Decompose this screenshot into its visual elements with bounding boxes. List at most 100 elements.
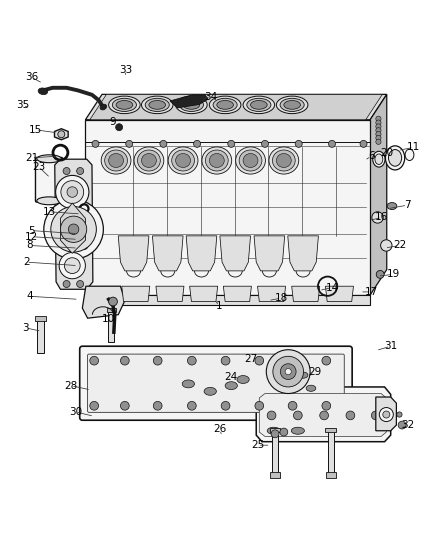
Ellipse shape	[298, 372, 308, 378]
Ellipse shape	[405, 149, 414, 160]
Polygon shape	[152, 236, 183, 271]
Circle shape	[381, 240, 392, 251]
Circle shape	[376, 132, 381, 137]
Circle shape	[376, 128, 381, 133]
Ellipse shape	[239, 150, 262, 171]
Circle shape	[63, 167, 70, 174]
Ellipse shape	[306, 385, 316, 391]
Text: 14: 14	[325, 282, 339, 293]
Polygon shape	[85, 94, 387, 120]
Circle shape	[81, 217, 88, 224]
Circle shape	[153, 356, 162, 365]
FancyBboxPatch shape	[35, 157, 63, 202]
Circle shape	[90, 401, 99, 410]
Circle shape	[120, 356, 129, 365]
Circle shape	[371, 411, 380, 420]
Text: 19: 19	[387, 269, 400, 279]
Text: 32: 32	[402, 420, 415, 430]
Text: 34: 34	[205, 92, 218, 102]
Circle shape	[153, 401, 162, 410]
Circle shape	[68, 224, 79, 235]
Text: 3: 3	[22, 323, 29, 333]
Ellipse shape	[112, 98, 137, 111]
Circle shape	[64, 258, 80, 273]
Ellipse shape	[243, 154, 258, 167]
Text: 35: 35	[16, 100, 29, 110]
Ellipse shape	[243, 96, 275, 114]
Ellipse shape	[180, 98, 203, 111]
Ellipse shape	[101, 147, 131, 174]
Ellipse shape	[284, 101, 300, 109]
Text: 18: 18	[275, 293, 288, 303]
Polygon shape	[190, 286, 218, 302]
Circle shape	[44, 199, 103, 259]
Text: 26: 26	[213, 424, 226, 434]
Ellipse shape	[373, 151, 385, 167]
Circle shape	[376, 124, 381, 129]
Ellipse shape	[276, 154, 291, 167]
Circle shape	[398, 421, 406, 429]
Circle shape	[59, 253, 85, 279]
Ellipse shape	[37, 155, 61, 163]
Bar	[270, 472, 280, 478]
Text: 21: 21	[25, 153, 38, 163]
Circle shape	[51, 206, 96, 252]
Circle shape	[376, 135, 381, 141]
Ellipse shape	[100, 104, 107, 110]
FancyBboxPatch shape	[80, 346, 352, 420]
Polygon shape	[259, 393, 386, 437]
Ellipse shape	[109, 154, 124, 167]
Circle shape	[376, 116, 381, 122]
Text: 30: 30	[69, 407, 82, 417]
Bar	[270, 427, 280, 432]
Bar	[37, 320, 44, 353]
Polygon shape	[186, 236, 217, 271]
Circle shape	[194, 140, 201, 147]
Circle shape	[58, 131, 65, 138]
Polygon shape	[256, 387, 391, 442]
Circle shape	[376, 120, 381, 125]
Circle shape	[60, 216, 87, 243]
Text: 6: 6	[368, 151, 375, 161]
Polygon shape	[376, 397, 396, 431]
Polygon shape	[220, 236, 251, 271]
Ellipse shape	[209, 96, 241, 114]
Circle shape	[280, 364, 296, 379]
Circle shape	[67, 187, 78, 197]
Polygon shape	[54, 128, 68, 140]
Ellipse shape	[145, 98, 169, 111]
Circle shape	[273, 356, 304, 387]
Text: 11: 11	[407, 142, 420, 152]
Ellipse shape	[38, 88, 48, 95]
Circle shape	[360, 140, 367, 147]
Circle shape	[221, 401, 230, 410]
Circle shape	[77, 280, 84, 287]
Circle shape	[90, 356, 99, 365]
Circle shape	[116, 124, 123, 131]
Text: 17: 17	[365, 287, 378, 297]
Text: 13: 13	[42, 207, 56, 217]
Ellipse shape	[176, 96, 207, 114]
Ellipse shape	[37, 197, 61, 205]
Text: 36: 36	[25, 72, 38, 82]
Ellipse shape	[375, 154, 383, 165]
Ellipse shape	[134, 147, 164, 174]
Circle shape	[56, 175, 89, 209]
Circle shape	[320, 411, 328, 420]
Circle shape	[187, 356, 196, 365]
Text: 4: 4	[26, 291, 33, 301]
Text: 29: 29	[308, 367, 321, 377]
Ellipse shape	[209, 154, 224, 167]
Ellipse shape	[225, 382, 237, 390]
Bar	[326, 472, 336, 478]
Ellipse shape	[116, 101, 133, 109]
Circle shape	[120, 401, 129, 410]
Ellipse shape	[109, 96, 140, 114]
Circle shape	[397, 412, 402, 417]
Ellipse shape	[149, 101, 166, 109]
Bar	[328, 431, 334, 477]
Circle shape	[266, 350, 310, 393]
Ellipse shape	[272, 150, 295, 171]
Ellipse shape	[213, 98, 237, 111]
Polygon shape	[288, 236, 318, 271]
